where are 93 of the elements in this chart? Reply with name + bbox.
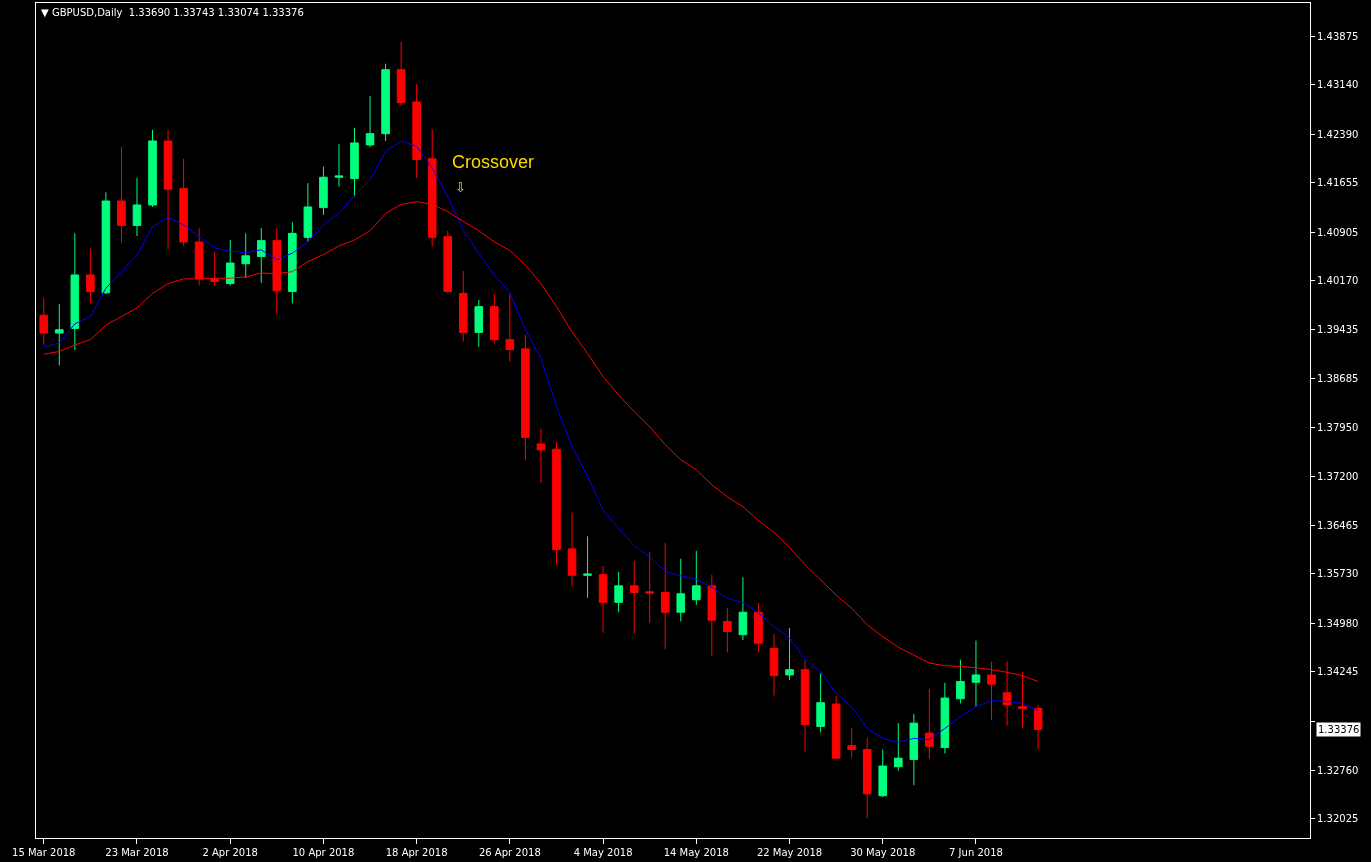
candlestick: [831, 695, 841, 760]
y-tick-label: 1.42390: [1317, 128, 1359, 140]
x-tick-label: 2 Apr 2018: [202, 847, 258, 858]
y-tick-label: 1.37950: [1317, 421, 1359, 433]
candlestick: [754, 602, 763, 654]
candlestick: [552, 441, 561, 566]
candlestick: [86, 248, 95, 304]
candlestick: [816, 673, 825, 733]
candlestick: [412, 83, 421, 179]
y-tick-label: 1.43140: [1317, 79, 1359, 91]
x-tick-label: 14 May 2018: [663, 847, 729, 858]
candlestick: [350, 127, 359, 197]
y-tick-label: 1.34980: [1317, 617, 1359, 629]
candlestick: [241, 232, 251, 279]
candlestick: [55, 303, 64, 366]
candlestick: [692, 550, 701, 606]
y-tick-label: 1.39435: [1317, 323, 1359, 335]
candlestick: [179, 158, 188, 247]
candlestick: [707, 574, 717, 657]
y-tick-label: 1.41655: [1317, 177, 1359, 189]
candlestick: [676, 558, 686, 622]
line-series: [43, 140, 1039, 743]
candlestick: [288, 221, 297, 304]
candlestick: [132, 177, 142, 237]
candlestick: [956, 659, 965, 704]
candlestick: [971, 640, 981, 708]
x-tick-label: 10 Apr 2018: [292, 847, 355, 858]
candlestick: [800, 659, 810, 753]
x-tick-label: 15 Mar 2018: [12, 847, 76, 858]
candlestick: [163, 129, 173, 250]
candlestick: [893, 722, 903, 772]
y-tick-label: 1.38685: [1317, 373, 1359, 385]
y-tick-label: 1.43875: [1317, 30, 1359, 42]
y-tick-label: 1.40170: [1317, 275, 1359, 287]
candlestick: [1033, 704, 1043, 750]
annotation: Crossover: [452, 152, 535, 172]
candlestick: [381, 63, 390, 142]
candlestick: [117, 146, 126, 244]
x-tick-label: 23 Mar 2018: [105, 847, 169, 858]
candlestick: [645, 551, 654, 624]
x-tick-label: 18 Apr 2018: [385, 847, 448, 858]
candlestick: [723, 607, 732, 654]
y-tick-label: 1.36465: [1317, 519, 1359, 531]
candlestick: [303, 182, 313, 243]
annotation: ⇩: [455, 180, 466, 195]
y-tick-label: 1.34245: [1317, 666, 1359, 678]
chart-title: ▼ GBPUSD,Daily 1.33690 1.33743 1.33074 1.33376: [41, 6, 304, 18]
candlestick: [785, 627, 794, 681]
candlestick: [567, 512, 577, 588]
y-tick-label: 1.37200: [1317, 471, 1359, 483]
candlestick: [70, 232, 80, 351]
candlestick: [598, 565, 608, 634]
candlestick: [583, 535, 592, 599]
candlestick: [319, 166, 328, 216]
candlestick: [847, 727, 856, 758]
candlestick: [272, 227, 282, 316]
candlestick: [474, 299, 484, 348]
candlestick: [194, 227, 204, 287]
candlestick: [365, 95, 375, 148]
candlestick: [862, 737, 872, 819]
candlestick: [256, 227, 266, 284]
candlestick: [396, 41, 406, 107]
candlestick: [878, 749, 888, 798]
candlestick: [443, 230, 453, 294]
candlestick: [458, 270, 468, 343]
x-tick-label: 30 May 2018: [850, 847, 916, 858]
candlestick: [925, 688, 934, 760]
candlestick: [505, 292, 515, 362]
candlestick: [629, 560, 639, 634]
x-tick-label: 7 Jun 2018: [949, 847, 1003, 858]
y-tick-label: 1.35730: [1317, 568, 1359, 580]
text: 1.33376: [1318, 724, 1360, 735]
candlestick: [909, 713, 919, 786]
candlestick: [490, 293, 499, 345]
x-tick-label: 22 May 2018: [756, 847, 823, 858]
candlestick: [225, 239, 235, 287]
y-tick-label: 1.40905: [1317, 226, 1359, 238]
y-tick-label: 1.32025: [1317, 813, 1359, 825]
candlestick: [738, 576, 748, 641]
candlestick: [940, 682, 950, 755]
candlestick: [101, 191, 111, 295]
candlestick: [210, 251, 219, 287]
candlestick: [769, 633, 779, 696]
candlestick: [521, 334, 530, 461]
candlestick: [614, 571, 623, 613]
candlestick: [660, 542, 670, 650]
candlestick: [536, 428, 546, 484]
candlestick: [39, 297, 49, 346]
candlestick: [334, 143, 344, 187]
x-tick-label: 26 Apr 2018: [478, 847, 541, 858]
candlestick: [148, 129, 157, 208]
y-tick-label: 1.32760: [1317, 764, 1359, 776]
x-tick-label: 4 May 2018: [573, 847, 633, 858]
